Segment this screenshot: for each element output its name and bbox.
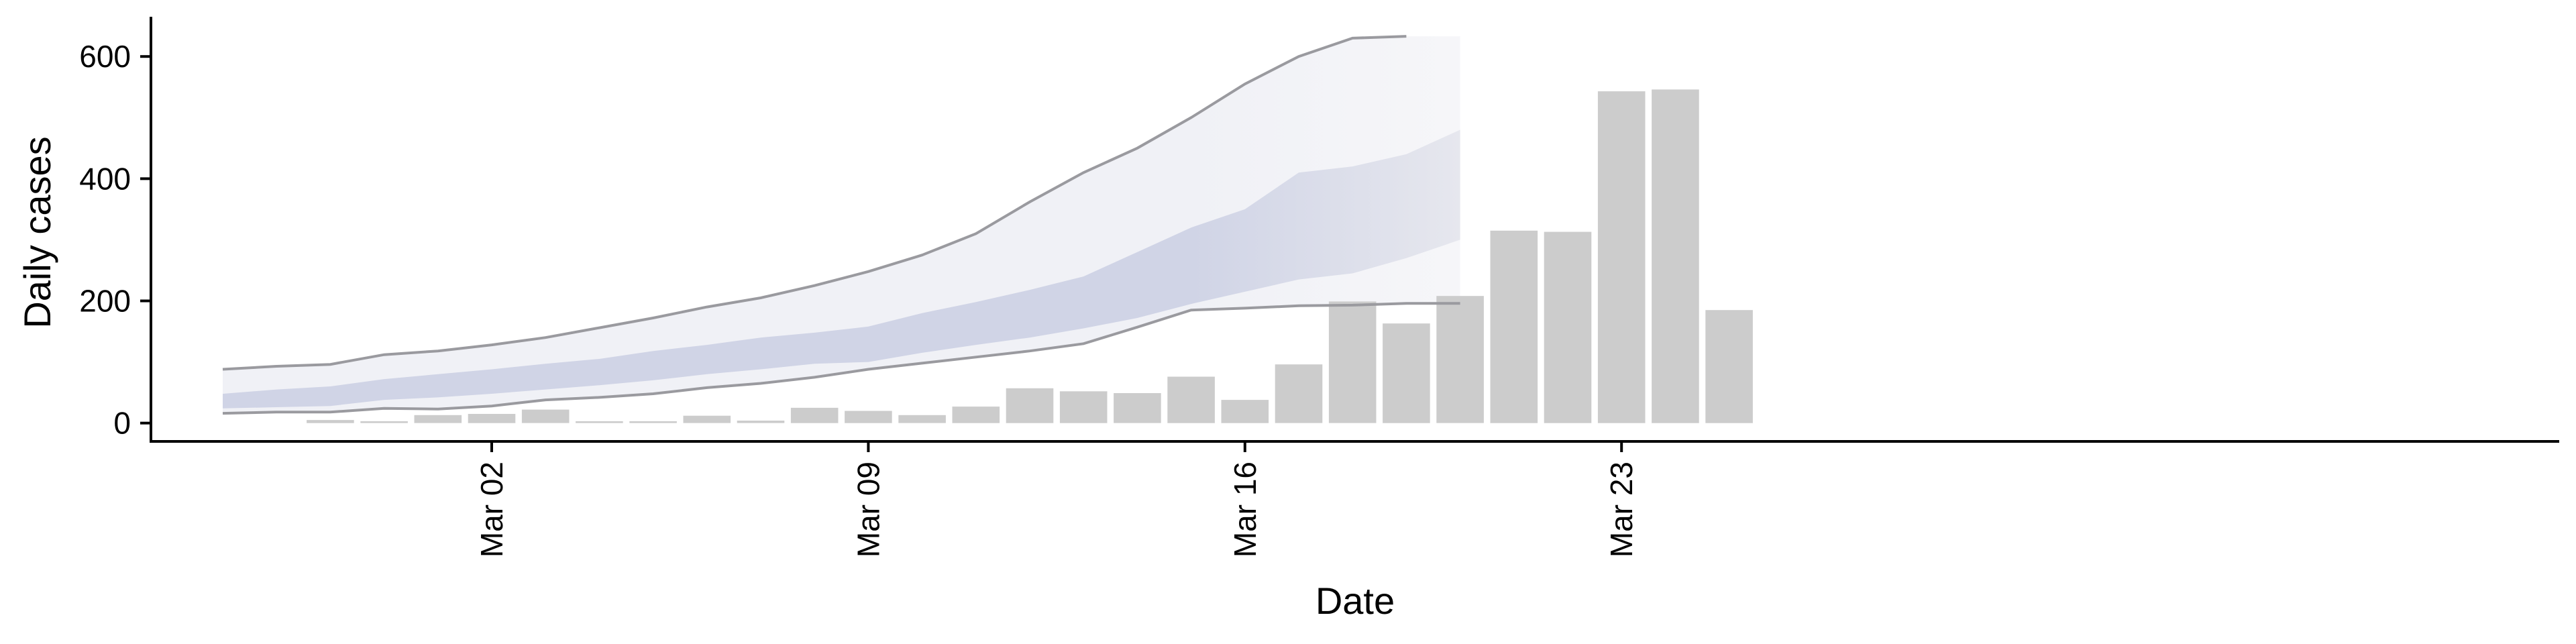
y-tick-label: 200	[79, 284, 131, 319]
bar	[576, 421, 623, 423]
bar	[845, 411, 892, 423]
x-tick-label: Mar 16	[1228, 462, 1263, 557]
bar	[737, 421, 785, 423]
bar	[952, 407, 1000, 423]
band-90	[223, 36, 1460, 414]
bar	[1059, 391, 1108, 423]
bar	[1275, 364, 1323, 423]
bar	[1490, 230, 1538, 423]
bar	[1114, 393, 1161, 423]
bar	[1006, 388, 1054, 423]
bar	[521, 409, 570, 423]
bar	[360, 421, 408, 423]
x-tick-label: Mar 23	[1604, 462, 1639, 557]
line-lower-90	[222, 302, 1460, 415]
bar	[1436, 296, 1484, 423]
projection-lines	[222, 35, 1460, 415]
bars-group	[307, 89, 1753, 423]
bar	[683, 415, 731, 423]
axes	[150, 17, 2559, 443]
bar	[1383, 323, 1430, 423]
bar	[1705, 310, 1753, 423]
y-tick-label: 400	[79, 161, 131, 196]
bar	[790, 407, 839, 423]
bar	[629, 421, 677, 423]
bar	[1221, 400, 1269, 423]
bar	[307, 420, 354, 423]
bar	[1652, 89, 1699, 423]
x-tick-label: Mar 09	[851, 462, 885, 557]
x-axis-title: Date	[1316, 580, 1395, 622]
x-tick-label: Mar 02	[474, 462, 509, 557]
bar	[1544, 231, 1592, 423]
line-upper-90	[222, 35, 1407, 371]
ticks: 0 200 400 600 Mar 02 Mar 09 Mar 16 Mar 23	[79, 39, 1639, 557]
bar	[468, 414, 516, 423]
y-tick-label: 0	[113, 406, 131, 441]
y-axis-title: Daily cases	[16, 136, 58, 328]
y-tick-label: 600	[79, 39, 131, 74]
bar	[898, 415, 946, 423]
bar	[414, 415, 462, 423]
bar	[1328, 301, 1377, 423]
projection-bands	[223, 36, 1460, 414]
band-50	[223, 129, 1460, 409]
bar	[1167, 376, 1215, 423]
bar	[1597, 91, 1646, 423]
